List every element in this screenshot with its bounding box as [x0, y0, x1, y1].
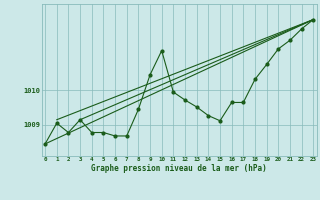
X-axis label: Graphe pression niveau de la mer (hPa): Graphe pression niveau de la mer (hPa)	[91, 164, 267, 173]
